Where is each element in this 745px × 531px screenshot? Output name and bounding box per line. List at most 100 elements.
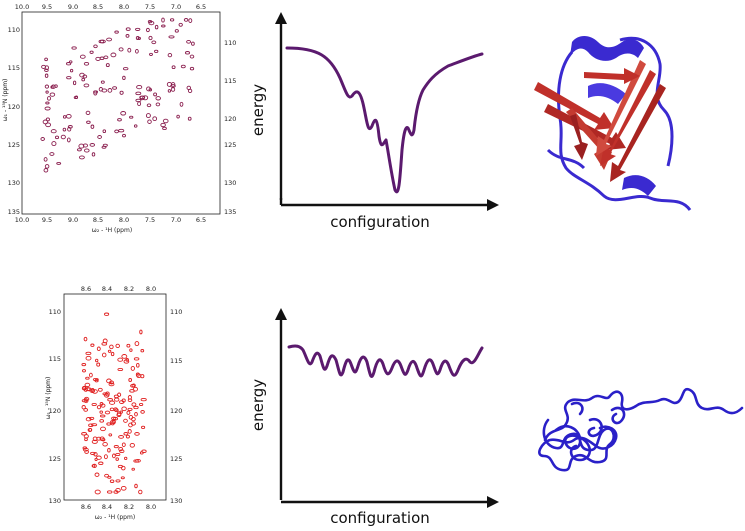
nmr-peak — [40, 137, 45, 141]
tick-label: 125 — [170, 455, 182, 463]
nmr-peak — [85, 355, 92, 361]
spectrum-bottom: 8.6 8.4 8.2 8.0 8.6 8.4 8.2 8.0 110 115 … — [45, 285, 182, 521]
tick-label: 8.6 — [81, 285, 91, 293]
y-axis-arrow-icon — [275, 308, 287, 320]
nmr-peak — [123, 359, 130, 364]
nmr-peak — [84, 449, 89, 454]
tick-label: 115 — [224, 77, 236, 85]
nmr-peak — [81, 386, 86, 391]
nmr-peak — [101, 88, 108, 93]
nmr-peak — [118, 47, 124, 52]
nmr-peak — [78, 143, 85, 149]
beta-strand — [534, 82, 614, 130]
nmr-peak — [65, 113, 72, 119]
nmr-peak — [122, 67, 129, 71]
nmr-peak — [95, 358, 99, 363]
tick-label: 9.0 — [68, 3, 78, 11]
nmr-peak — [101, 352, 107, 358]
configuration-axis-label: configuration — [330, 509, 430, 527]
nmr-peak — [101, 145, 107, 149]
nmr-peak — [91, 402, 97, 407]
nmr-peak — [68, 60, 73, 64]
nmr-peak — [98, 39, 105, 44]
tick-label: 6.5 — [196, 3, 206, 11]
nmr-peak — [85, 376, 90, 380]
x-axis-arrow-icon — [487, 496, 499, 508]
nmr-peak — [130, 365, 135, 371]
nmr-peak — [174, 29, 179, 33]
nmr-peak — [120, 111, 127, 116]
coil-loop — [546, 148, 586, 170]
nmr-peak — [104, 410, 111, 415]
tick-label: 115 — [49, 355, 61, 363]
nmr-peak — [149, 52, 153, 56]
nmr-peak — [50, 129, 57, 134]
nmr-peak — [44, 57, 48, 62]
nmr-peak — [118, 446, 124, 452]
nmr-peak — [139, 95, 146, 100]
nmr-peak — [85, 351, 92, 356]
nmr-peak — [121, 354, 128, 359]
nmr-peak — [134, 411, 138, 417]
nmr-peak — [112, 86, 118, 90]
nmr-peak — [133, 357, 140, 361]
folded-protein-structure — [534, 36, 692, 211]
nmr-peak — [79, 54, 86, 59]
energy-curve-bottom — [287, 344, 484, 378]
nmr-peak — [124, 456, 128, 461]
configuration-axis-label: configuration — [330, 213, 430, 231]
beta-strand — [596, 60, 646, 156]
nmr-peak — [105, 63, 110, 68]
x-axis-arrow-icon — [487, 199, 499, 211]
tick-label: 6.5 — [196, 216, 206, 224]
tick-label: 8.6 — [81, 503, 91, 511]
nmr-peak — [129, 115, 134, 119]
nmr-peak — [135, 98, 142, 103]
energy-landscape-bottom: energy configuration — [249, 308, 499, 527]
nmr-peak — [102, 129, 107, 134]
nmr-peak — [154, 24, 159, 30]
spectrum-top-x-ticks: 10.0 9.5 9.0 8.5 8.0 7.5 7.0 6.5 10.0 9.… — [15, 3, 206, 224]
nmr-peak — [99, 410, 103, 414]
nmr-peak — [81, 77, 86, 82]
nmr-peak — [184, 51, 191, 55]
nmr-peak — [167, 89, 172, 93]
nmr-peak — [125, 434, 130, 439]
tick-label: 110 — [49, 308, 61, 316]
nmr-peak — [135, 458, 141, 463]
beta-strand — [584, 68, 640, 84]
nmr-peak — [100, 80, 105, 84]
nmr-peak — [170, 87, 176, 92]
nmr-peak — [103, 454, 108, 460]
nmr-peak — [111, 416, 117, 421]
nmr-peak — [43, 157, 48, 162]
nmr-peak — [88, 423, 94, 427]
nmr-peak — [82, 143, 88, 148]
nmr-peak — [95, 56, 101, 61]
nmr-peak — [113, 407, 118, 412]
nmr-peak — [45, 90, 49, 94]
nmr-peak — [135, 372, 140, 377]
nmr-peak — [94, 378, 99, 383]
nmr-peak — [99, 419, 105, 423]
nmr-peak — [155, 96, 161, 101]
nmr-peak — [98, 461, 104, 466]
nmr-peak — [85, 417, 92, 422]
nmr-peak — [44, 68, 49, 72]
nmr-peak — [131, 402, 137, 407]
spectrum-top-y-ticks: 110 115 120 125 130 135 110 115 120 125 … — [8, 26, 237, 216]
alpha-helix — [622, 175, 656, 196]
nmr-peak — [118, 435, 125, 439]
nmr-peak — [120, 476, 125, 480]
nmr-peak — [117, 118, 122, 122]
nmr-peak — [51, 141, 57, 147]
nmr-peak — [176, 114, 180, 119]
nmr-peak — [115, 487, 121, 493]
nmr-peak — [45, 122, 52, 128]
nmr-peak — [142, 95, 149, 101]
nmr-peak — [96, 405, 102, 410]
tick-label: 125 — [49, 455, 61, 463]
tick-label: 125 — [8, 141, 20, 149]
nmr-peak — [44, 164, 50, 169]
coil-loop — [619, 36, 674, 167]
